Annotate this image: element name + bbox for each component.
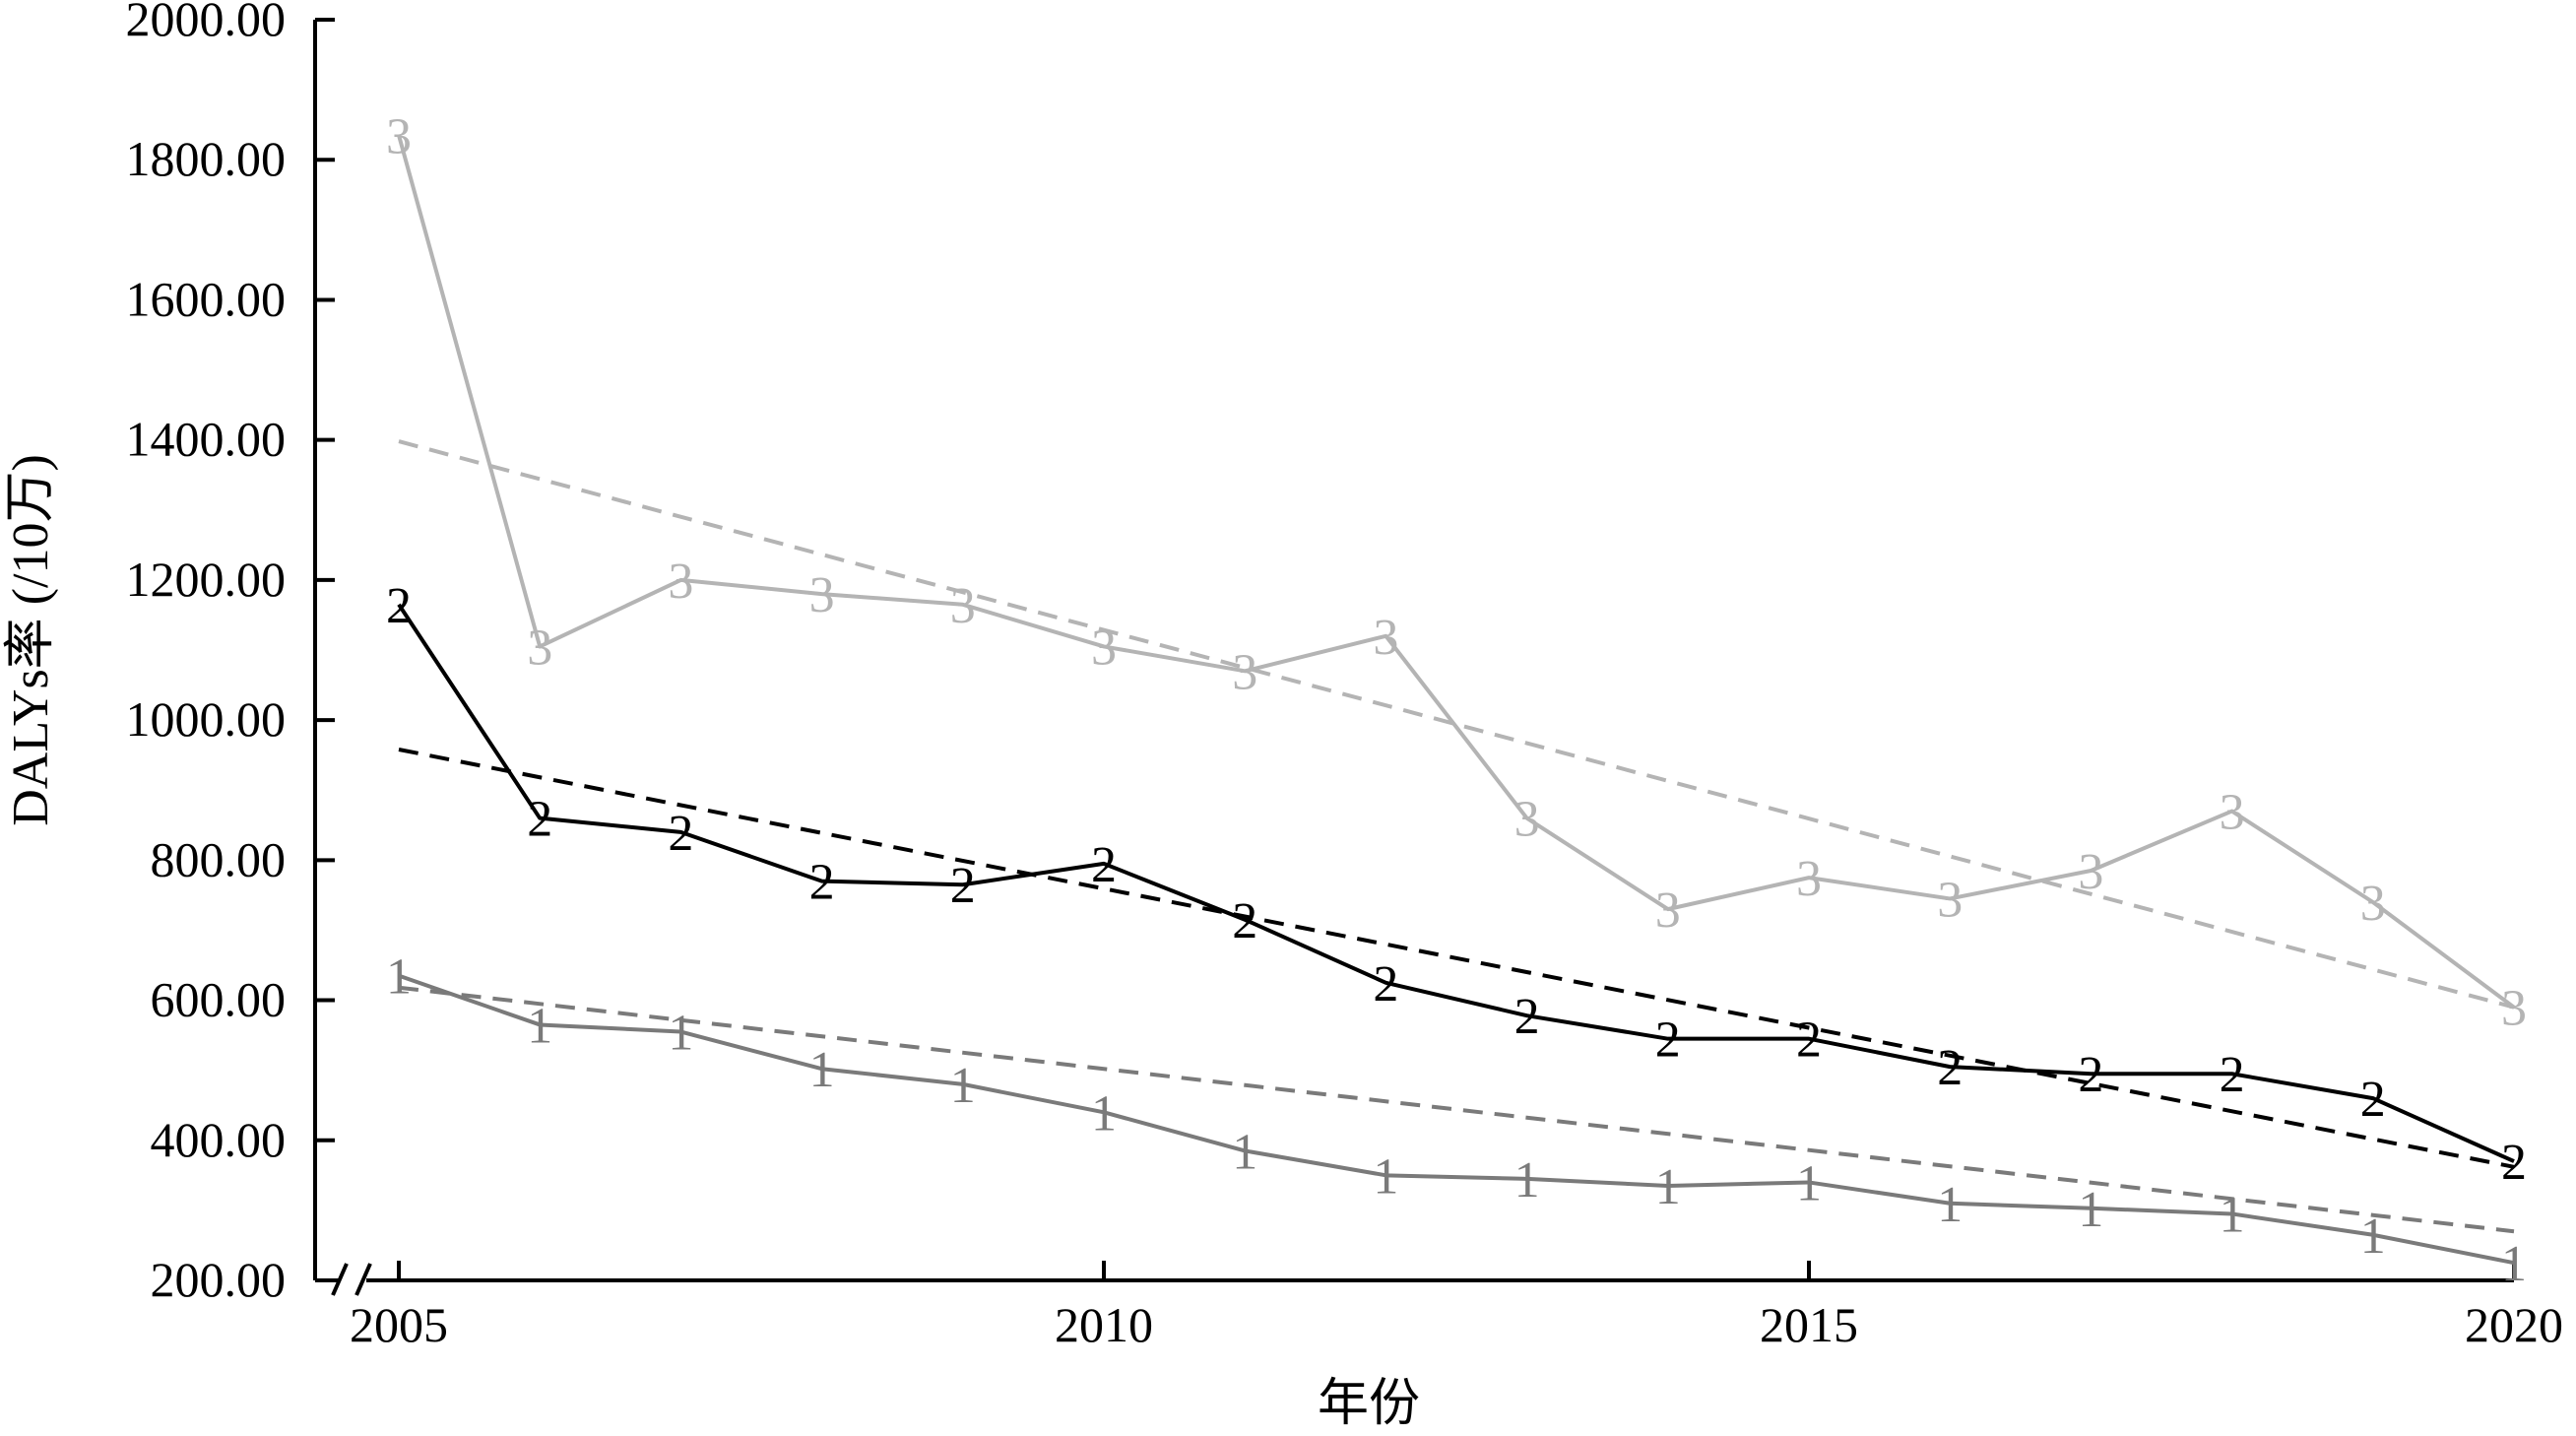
data-point-marker: 1	[2360, 1208, 2386, 1265]
data-point-marker: 3	[2220, 785, 2245, 841]
data-point-marker: 1	[2501, 1236, 2527, 1292]
data-point-marker: 3	[386, 108, 412, 164]
data-point-marker: 1	[527, 998, 552, 1054]
data-point-marker: 1	[1232, 1124, 1257, 1180]
data-point-marker: 1	[1514, 1152, 1540, 1208]
data-point-marker: 3	[1373, 610, 1398, 666]
data-point-marker: 2	[1091, 837, 1117, 893]
data-point-marker: 2	[2501, 1135, 2527, 1191]
series-line-2	[397, 603, 2515, 1163]
data-point-marker: 2	[2360, 1072, 2386, 1128]
x-tick-label: 2015	[1760, 1297, 1858, 1352]
series-line-3	[397, 134, 2516, 1010]
data-point-marker: 2	[2220, 1047, 2245, 1103]
data-point-marker: 3	[1514, 792, 1540, 848]
data-point-marker: 1	[668, 1006, 693, 1062]
trend-line-series-2	[398, 748, 2515, 1169]
data-point-marker: 2	[668, 806, 693, 862]
data-point-marker: 1	[1796, 1155, 1822, 1211]
data-point-marker: 3	[1232, 644, 1257, 700]
y-tick-label: 200.00	[151, 1252, 287, 1307]
x-tick-label: 2010	[1055, 1297, 1153, 1352]
data-point-marker: 1	[1937, 1177, 1963, 1233]
data-point-marker: 3	[809, 567, 835, 623]
data-point-marker: 3	[2501, 981, 2527, 1037]
data-point-marker: 2	[950, 858, 976, 914]
data-point-marker: 2	[1655, 1012, 1681, 1069]
data-point-marker: 1	[1373, 1148, 1398, 1205]
y-tick-label: 1400.00	[126, 412, 287, 467]
trend-line-series-1	[398, 985, 2515, 1234]
data-point-marker: 3	[950, 578, 976, 634]
data-point-marker: 2	[1937, 1040, 1963, 1096]
data-point-marker: 1	[1091, 1085, 1117, 1142]
axes: 200.00 400.00 600.00 800.00 1000.00 1200.00 14…	[126, 0, 2564, 1352]
data-point-marker: 3	[1796, 851, 1822, 907]
data-point-marker: 3	[1655, 882, 1681, 939]
data-point-marker: 3	[668, 554, 693, 610]
data-point-marker: 1	[1655, 1159, 1681, 1215]
data-point-marker: 2	[1796, 1012, 1822, 1069]
data-point-marker: 2	[1514, 989, 1540, 1045]
data-point-marker: 2	[527, 792, 552, 848]
axis-break-mark	[331, 1263, 349, 1296]
data-point-marker: 2	[1373, 956, 1398, 1012]
series-markers: 1 1 1 1 1 1 1 1 1 1 1 1 1 1 1 1 2 2 2 2 2 2 2 2 2 2 2 2 2 2 2 2 3 3 3 3 3 3 3 3…	[386, 108, 2527, 1292]
y-tick-label: 2000.00	[126, 0, 287, 46]
y-tick-label: 1800.00	[126, 131, 287, 186]
data-point-marker: 3	[1937, 872, 1963, 928]
data-point-marker: 3	[1091, 620, 1117, 676]
series-line-1	[398, 973, 2515, 1266]
x-tick-label: 2005	[350, 1297, 448, 1352]
data-point-marker: 3	[2078, 844, 2103, 900]
data-point-marker: 1	[386, 949, 412, 1006]
data-point-marker: 1	[809, 1042, 835, 1098]
axis-break-mark	[354, 1263, 372, 1296]
y-tick-label: 1000.00	[126, 691, 287, 747]
y-tick-label: 800.00	[151, 831, 287, 886]
data-point-marker: 2	[1232, 893, 1257, 949]
y-tick-label: 1600.00	[126, 271, 287, 326]
data-point-marker: 2	[2078, 1047, 2103, 1103]
y-tick-label: 400.00	[151, 1112, 287, 1167]
data-point-marker: 1	[2078, 1182, 2103, 1238]
data-point-marker: 2	[809, 855, 835, 911]
trend-lines	[398, 439, 2515, 1234]
data-point-marker: 2	[386, 578, 412, 634]
y-tick-label: 600.00	[151, 972, 287, 1027]
y-axis-title: DALYs率 (/10万)	[3, 454, 59, 826]
trend-line-series-3	[398, 439, 2515, 1010]
data-point-marker: 3	[2360, 876, 2386, 932]
x-tick-label: 2020	[2465, 1297, 2563, 1352]
y-tick-label: 1200.00	[126, 552, 287, 607]
data-point-marker: 1	[950, 1058, 976, 1114]
data-point-marker: 1	[2220, 1187, 2245, 1243]
data-point-marker: 3	[527, 620, 552, 676]
series-lines	[397, 134, 2516, 1266]
x-axis-title: 年份	[1318, 1376, 1420, 1432]
